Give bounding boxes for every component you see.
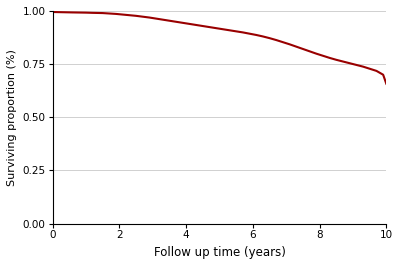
X-axis label: Follow up time (years): Follow up time (years) (154, 246, 286, 259)
Y-axis label: Surviving proportion (%): Surviving proportion (%) (7, 49, 17, 186)
